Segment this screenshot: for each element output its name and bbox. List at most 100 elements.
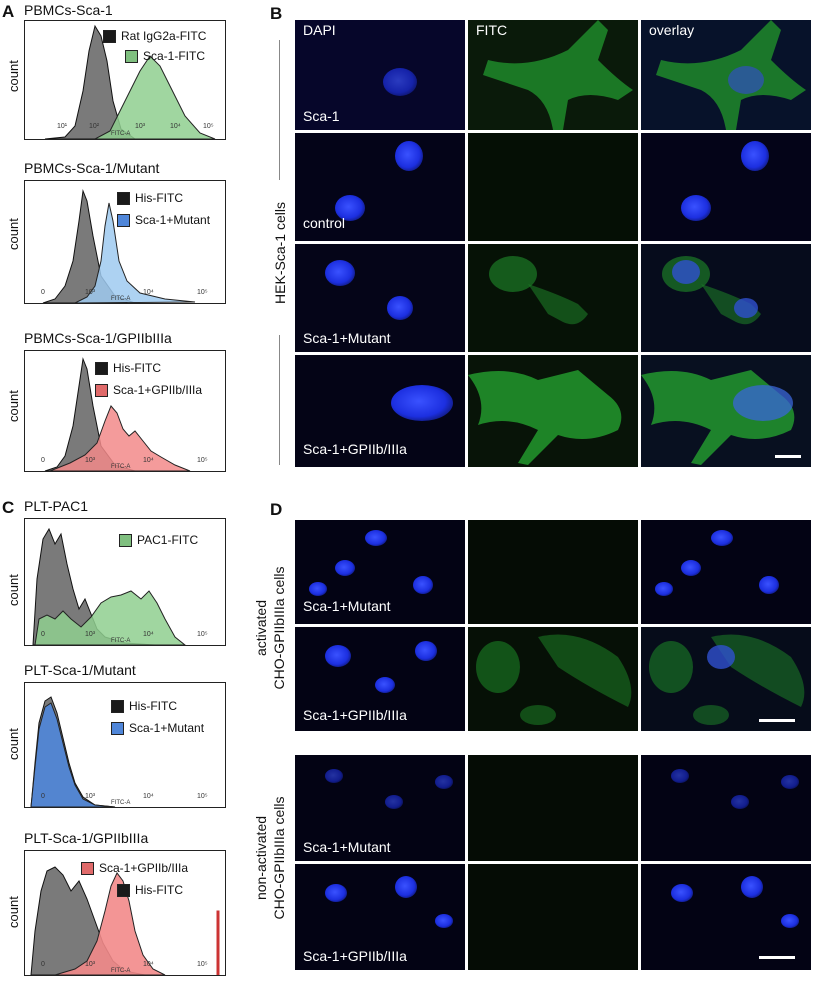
image-cell-fitc	[468, 520, 638, 624]
legend-item: Sca-1-FITC	[125, 49, 205, 63]
image-cell-dapi: Sca-1+Mutant	[295, 755, 465, 861]
panel-letter-a: A	[2, 2, 15, 21]
histogram-title: PLT-PAC1	[24, 498, 89, 514]
image-cell-overlay	[641, 355, 811, 467]
bracket-line-bottom	[279, 335, 280, 465]
bracket-line-top	[279, 40, 280, 180]
histogram-pbmcs-mutant: His-FITC Sca-1+Mutant 0 10³ 10⁴ 10⁵ FITC…	[24, 180, 226, 304]
panel-letter-c: C	[2, 498, 15, 517]
histogram-pbmcs-sca1: Rat IgG2a-FITC Sca-1-FITC 10¹ 10² 10³ 10…	[24, 20, 226, 140]
nucleus	[335, 195, 365, 221]
tick-label: 0	[41, 793, 45, 800]
histogram-series-gpiibiiia	[49, 405, 191, 471]
nucleus	[741, 876, 763, 898]
nucleus	[681, 195, 711, 221]
nucleus	[335, 560, 355, 576]
histogram-title: PLT-Sca-1/Mutant	[24, 662, 136, 678]
image-cell-dapi: Sca-1+Mutant	[295, 520, 465, 624]
legend-item: His-FITC	[117, 191, 183, 205]
histogram-baseline-spike	[216, 910, 220, 975]
histogram-title: PBMCs-Sca-1	[24, 2, 113, 18]
image-cell-overlay	[641, 627, 811, 731]
nucleus	[391, 385, 453, 421]
row-label: Sca-1	[303, 108, 340, 124]
row-label: Sca-1+GPIIb/IIIa	[303, 441, 407, 457]
tick-label: 10⁴	[143, 961, 154, 968]
legend-item: Sca-1+GPIIb/IIIa	[81, 861, 188, 875]
histogram-title: PBMCs-Sca-1/GPIIbIIIa	[24, 330, 172, 346]
legend-item: Sca-1+Mutant	[111, 721, 204, 735]
x-axis-label: FITC-A	[111, 638, 131, 644]
tick-label: 10⁵	[197, 457, 208, 464]
nucleus	[325, 769, 343, 783]
nucleus	[413, 576, 433, 594]
tick-label: 10⁵	[197, 631, 208, 638]
tick-label: 10¹	[57, 123, 68, 130]
fitc-signal	[468, 370, 622, 465]
nucleus	[365, 530, 387, 546]
tick-label: 10⁵	[197, 793, 208, 800]
image-cell-overlay: overlay	[641, 20, 811, 130]
overlay-signal	[641, 370, 795, 465]
histogram-series-mutant	[30, 702, 116, 807]
image-cell-dapi: Sca-1+Mutant	[295, 244, 465, 352]
nucleus	[309, 582, 327, 596]
tick-label: 10⁴	[170, 123, 181, 130]
y-axis-label: count	[6, 574, 21, 606]
nucleus	[711, 530, 733, 546]
tick-label: 10⁵	[203, 123, 214, 130]
legend-item: Sca-1+GPIIb/IIIa	[95, 383, 202, 397]
histogram-plot	[44, 24, 216, 139]
nucleus	[759, 576, 779, 594]
nucleus	[395, 141, 423, 171]
side-label-hek: HEK-Sca-1 cells	[272, 202, 288, 304]
tick-label: 10³	[85, 289, 96, 296]
tick-label: 10³	[85, 793, 96, 800]
image-cell-overlay	[641, 520, 811, 624]
tick-label: 10⁴	[143, 289, 154, 296]
histogram-series-mutant	[74, 202, 196, 303]
nucleus	[781, 914, 799, 928]
side-label-activated: activated CHO-GPIIbIIIa cells	[253, 566, 287, 690]
nucleus	[325, 645, 351, 667]
tick-label: 0	[41, 631, 45, 638]
image-cell-fitc	[468, 864, 638, 970]
histogram-plot	[32, 527, 186, 645]
scale-bar	[759, 719, 795, 722]
nucleus	[435, 914, 453, 928]
tick-label: 0	[41, 289, 45, 296]
x-axis-label: FITC-A	[111, 131, 131, 137]
legend-item: Sca-1+Mutant	[117, 213, 210, 227]
histogram-title: PBMCs-Sca-1/Mutant	[24, 160, 160, 176]
x-axis-label: FITC-A	[111, 464, 131, 470]
histogram-plt-pac1: PAC1-FITC 0 10³ 10⁴ 10⁵ FITC-A	[24, 518, 226, 646]
nucleus	[741, 141, 769, 171]
tick-label: 10⁵	[197, 961, 208, 968]
row-label: control	[303, 215, 346, 231]
tick-label: 10³	[85, 631, 96, 638]
legend-item: His-FITC	[95, 361, 161, 375]
legend-item: PAC1-FITC	[119, 533, 198, 547]
image-cell-fitc	[468, 627, 638, 731]
tick-label: 10⁵	[197, 289, 208, 296]
row-label: Sca-1+Mutant	[303, 839, 391, 855]
nucleus	[375, 677, 395, 693]
image-cell-dapi: DAPI Sca-1	[295, 20, 465, 130]
tick-label: 10⁴	[143, 457, 154, 464]
nucleus	[383, 68, 417, 96]
tick-label: 0	[41, 961, 45, 968]
histogram-title: PLT-Sca-1/GPIIbIIIa	[24, 830, 149, 846]
histogram-series-sca1	[94, 55, 216, 139]
histogram-plot	[30, 866, 220, 975]
histogram-plt-gpiibiiia: Sca-1+GPIIb/IIIa His-FITC 0 10³ 10⁴ 10⁵ …	[24, 850, 226, 976]
row-label: Sca-1+GPIIb/IIIa	[303, 707, 407, 723]
image-cell-fitc: FITC	[468, 20, 638, 130]
image-cell-fitc	[468, 244, 638, 352]
scale-bar	[759, 956, 795, 959]
image-cell-dapi: Sca-1+GPIIb/IIIa	[295, 627, 465, 731]
fitc-signal	[483, 20, 633, 130]
nucleus	[325, 884, 347, 902]
panel-letter-b: B	[270, 4, 283, 23]
image-cell-dapi: control	[295, 133, 465, 241]
y-axis-label: count	[6, 390, 21, 422]
